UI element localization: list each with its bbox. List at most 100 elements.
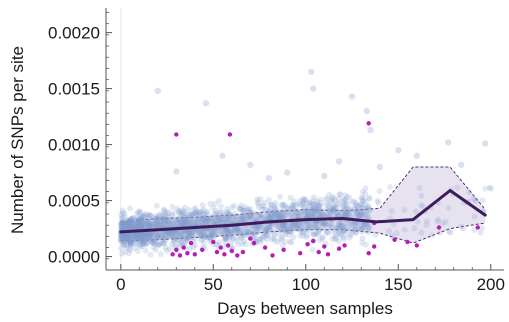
blue-point: [225, 214, 232, 221]
blue-point: [179, 228, 186, 235]
blue-point: [297, 226, 304, 233]
blue-point: [138, 241, 145, 248]
blue-point: [119, 223, 126, 230]
blue-point: [186, 212, 193, 219]
blue-point: [159, 221, 166, 228]
blue-point: [357, 209, 364, 216]
blue-point: [186, 245, 193, 252]
blue-point: [177, 218, 183, 225]
blue-point: [146, 233, 153, 240]
blue-point: [152, 219, 159, 226]
blue-point: [337, 224, 344, 231]
blue-point: [161, 209, 168, 216]
blue-point: [169, 204, 176, 210]
blue-point: [118, 232, 125, 239]
blue-point: [221, 235, 228, 242]
blue-point: [401, 226, 408, 233]
magenta-point: [222, 252, 227, 257]
blue-point: [253, 223, 260, 230]
blue-point: [125, 219, 132, 226]
blue-point: [186, 234, 193, 241]
magenta-point: [177, 253, 183, 258]
blue-point: [217, 216, 224, 223]
blue-point: [241, 207, 248, 214]
blue-point: [245, 217, 252, 224]
blue-point: [135, 223, 142, 230]
blue-point: [180, 214, 187, 221]
blue-point: [125, 232, 132, 239]
blue-point: [170, 238, 177, 245]
blue-point: [186, 228, 193, 235]
blue-point: [160, 214, 167, 221]
blue-point: [360, 224, 367, 231]
blue-point: [135, 217, 142, 224]
y-tick-label: 0.0015: [48, 80, 100, 99]
blue-point: [153, 230, 160, 237]
blue-point: [216, 239, 223, 246]
blue-point: [136, 216, 143, 223]
blue-point: [272, 206, 279, 213]
blue-point: [326, 205, 333, 212]
magenta-point: [414, 243, 419, 248]
blue-point: [240, 216, 247, 223]
blue-point: [248, 212, 255, 219]
blue-point: [118, 221, 125, 228]
blue-point: [220, 215, 227, 222]
blue-point: [239, 230, 246, 237]
magenta-point: [211, 239, 216, 245]
blue-point: [126, 237, 133, 244]
blue-point: [211, 232, 218, 239]
blue-point: [188, 211, 195, 217]
blue-point: [168, 213, 175, 220]
blue-point: [149, 238, 156, 245]
blue-point: [283, 222, 290, 229]
blue-point: [200, 220, 207, 227]
blue-point: [207, 200, 214, 207]
blue-point: [346, 194, 353, 201]
blue-point: [304, 208, 311, 215]
blue-point: [283, 226, 290, 233]
blue-point: [359, 239, 366, 246]
blue-point: [146, 223, 153, 230]
blue-point: [343, 209, 349, 216]
blue-point: [329, 200, 336, 207]
blue-point: [327, 211, 334, 218]
blue-point: [301, 197, 308, 204]
blue-point: [208, 235, 215, 241]
blue-point: [199, 227, 205, 234]
blue-point: [145, 214, 152, 221]
blue-point: [265, 224, 272, 231]
blue-outlier-point: [445, 139, 452, 146]
blue-point: [137, 241, 144, 248]
blue-point: [249, 230, 256, 237]
blue-point: [129, 222, 136, 229]
magenta-point: [366, 121, 371, 126]
blue-point: [157, 233, 164, 240]
blue-point: [316, 226, 323, 233]
blue-point: [358, 226, 365, 232]
blue-point: [134, 214, 141, 221]
blue-point: [227, 215, 234, 222]
blue-point: [123, 221, 130, 228]
blue-point: [245, 207, 252, 214]
blue-point: [288, 211, 295, 218]
blue-point: [140, 214, 147, 221]
blue-point: [246, 213, 253, 220]
blue-point: [320, 223, 327, 230]
blue-point: [385, 228, 392, 234]
blue-point: [253, 229, 260, 236]
blue-outlier-point: [482, 140, 489, 147]
blue-point: [200, 220, 207, 227]
blue-point: [297, 208, 304, 215]
blue-point: [140, 236, 147, 243]
blue-point: [311, 203, 317, 210]
blue-point: [209, 214, 216, 220]
blue-point: [458, 223, 465, 230]
blue-point: [185, 211, 192, 218]
blue-point: [310, 224, 317, 231]
blue-point: [230, 228, 237, 235]
blue-point: [282, 231, 289, 238]
blue-point: [298, 223, 305, 230]
blue-point: [316, 210, 323, 216]
magenta-point: [227, 132, 233, 137]
